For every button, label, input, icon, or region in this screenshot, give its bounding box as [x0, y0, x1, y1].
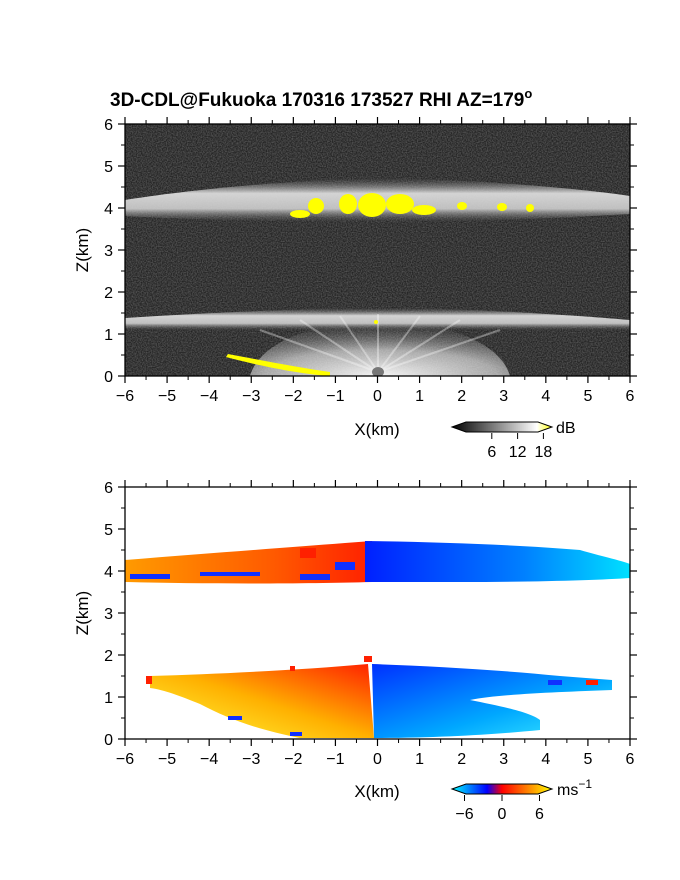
velocity-axis-ticks: −6 −5 −4 −3 −2 −1 0 1 2 3 4 5 6 0 1 2 3 4 5 6	[104, 480, 637, 768]
backscatter-colorbar-unit: dB	[556, 420, 576, 437]
velocity-ytick-label: 2	[104, 648, 113, 665]
velocity-speckles	[146, 656, 598, 736]
velocity-xtick-label: −1	[326, 751, 344, 768]
backscatter-xtick-label: 2	[457, 388, 466, 405]
velocity-ytick-label: 4	[104, 564, 113, 581]
backscatter-xlabel: X(km)	[354, 420, 399, 439]
velocity-xtick-label: 6	[626, 751, 635, 768]
velocity-xtick-label: −5	[158, 751, 176, 768]
backscatter-xtick-label: 3	[499, 388, 508, 405]
velocity-panel: −6 −5 −4 −3 −2 −1 0 1 2 3 4 5 6 0 1 2 3 4 5 6 X(km) Z(km) −…	[73, 480, 637, 823]
backscatter-cb-tick-label: 6	[487, 444, 496, 461]
upper-layer-receding	[365, 541, 630, 582]
velocity-xtick-label: 1	[415, 751, 424, 768]
backscatter-ytick-label: 6	[104, 117, 113, 134]
backscatter-xtick-label: 5	[583, 388, 592, 405]
lower-layer-approaching	[150, 664, 374, 738]
velocity-xtick-label: 5	[583, 751, 592, 768]
fan-rays	[259, 314, 501, 373]
backscatter-ytick-label: 4	[104, 201, 113, 218]
high-backscatter-patches	[290, 193, 534, 324]
backscatter-xtick-label: −1	[326, 388, 344, 405]
velocity-xtick-label: 4	[541, 751, 550, 768]
backscatter-ytick-label: 1	[104, 327, 113, 344]
velocity-xtick-label: −6	[116, 751, 134, 768]
backscatter-xtick-label: −2	[284, 388, 302, 405]
backscatter-cb-tick-label: 12	[509, 444, 527, 461]
velocity-xtick-label: 2	[457, 751, 466, 768]
upper-layer-fringe	[130, 548, 355, 580]
backscatter-cb-tick-label: 18	[535, 444, 553, 461]
velocity-cb-tick-label: 6	[535, 806, 544, 823]
backscatter-xtick-label: −3	[242, 388, 260, 405]
velocity-xtick-label: −4	[200, 751, 218, 768]
velocity-xtick-label: 0	[373, 751, 382, 768]
near-radar-fan	[250, 318, 510, 376]
velocity-ylabel: Z(km)	[73, 591, 92, 635]
velocity-xtick-label: −2	[284, 751, 302, 768]
backscatter-xtick-label: −6	[116, 388, 134, 405]
backscatter-ytick-label: 3	[104, 243, 113, 260]
backscatter-colorbar-ticks: 6 12 18	[487, 433, 552, 461]
backscatter-xtick-label: 0	[373, 388, 382, 405]
chart-title: 3D-CDL@Fukuoka 170316 173527 RHI AZ=179o	[110, 86, 532, 111]
backscatter-colorbar: 6 12 18 dB	[450, 420, 576, 461]
backscatter-xtick-label: 1	[415, 388, 424, 405]
backscatter-axis-ticks: −6 −5 −4 −3 −2 −1 0 1 2 3 4 5 6 0 1 2 3 4 5 6	[104, 117, 637, 405]
velocity-ytick-label: 1	[104, 690, 113, 707]
velocity-image	[125, 487, 630, 739]
backscatter-ytick-label: 0	[104, 369, 113, 386]
velocity-colorbar: −6 0 6 ms−1	[450, 777, 592, 823]
backscatter-ytick-label: 2	[104, 285, 113, 302]
velocity-xlabel: X(km)	[354, 782, 399, 801]
backscatter-image	[125, 124, 630, 376]
velocity-ytick-label: 6	[104, 480, 113, 497]
backscatter-xtick-label: −5	[158, 388, 176, 405]
velocity-colorbar-ticks: −6 0 6	[455, 795, 544, 823]
ground-clutter	[226, 354, 330, 376]
backscatter-xtick-label: 4	[541, 388, 550, 405]
backscatter-ytick-label: 5	[104, 159, 113, 176]
backscatter-xtick-label: −4	[200, 388, 218, 405]
velocity-cb-tick-label: −6	[455, 806, 473, 823]
velocity-ytick-label: 5	[104, 522, 113, 539]
velocity-ytick-label: 0	[104, 732, 113, 749]
backscatter-ylabel: Z(km)	[73, 228, 92, 272]
velocity-xtick-label: −3	[242, 751, 260, 768]
velocity-colorbar-unit: ms−1	[557, 777, 592, 799]
velocity-xtick-label: 3	[499, 751, 508, 768]
velocity-ytick-label: 3	[104, 606, 113, 623]
backscatter-xtick-label: 6	[626, 388, 635, 405]
velocity-cb-tick-label: 0	[498, 806, 507, 823]
radar-site	[372, 367, 384, 376]
